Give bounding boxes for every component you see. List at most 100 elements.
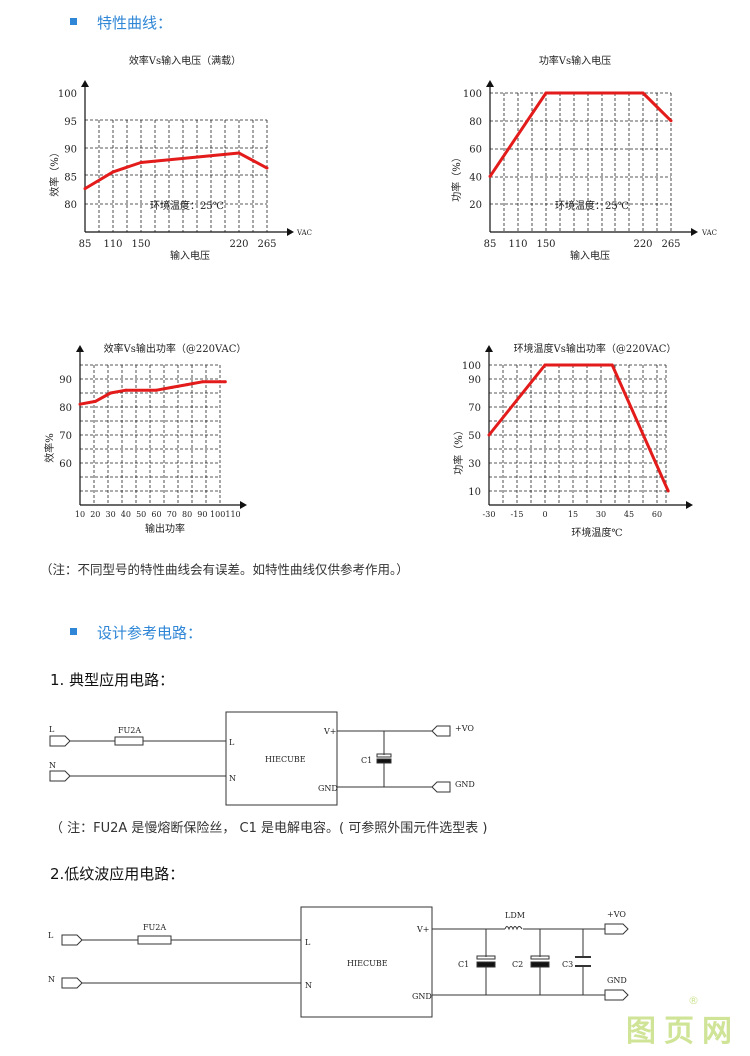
label-in-l: L — [49, 725, 55, 734]
curves-note: （注：不同型号的特性曲线会有误差。如特性曲线仅供参考作用。） — [40, 562, 409, 577]
label-pin-gnd: GND — [412, 992, 432, 1001]
label-c1: C1 — [361, 756, 372, 765]
x-tick-label: 80 — [182, 510, 192, 519]
series-line — [487, 363, 670, 492]
data-point — [543, 363, 547, 367]
y-tick-label: 40 — [469, 172, 482, 183]
data-point — [93, 399, 97, 403]
x-unit-label: VAC — [296, 229, 312, 237]
label-c1: C1 — [458, 960, 469, 969]
x-tick-label: 265 — [257, 239, 276, 250]
module-box — [300, 906, 433, 1018]
connector-n — [49, 770, 71, 782]
data-point — [185, 383, 189, 387]
label-fuse: FU2A — [143, 923, 166, 932]
capacitor-icon — [476, 955, 496, 960]
capacitor-icon — [376, 753, 392, 758]
capacitor-icon — [530, 955, 550, 960]
x-tick-label: 60 — [151, 510, 161, 519]
data-point — [109, 391, 113, 395]
x-tick-label: 15 — [568, 510, 578, 519]
label-c3: C3 — [562, 960, 573, 969]
label-in-n: N — [48, 975, 55, 984]
series-line — [488, 91, 673, 178]
y-tick-label: 85 — [64, 172, 77, 183]
section-title-curves: 特性曲线： — [97, 14, 173, 32]
bullet-square-icon — [70, 18, 77, 25]
y-tick-label: 20 — [469, 200, 482, 211]
x-axis-label: 输入电压 — [570, 249, 610, 262]
data-point — [237, 151, 241, 155]
y-tick-label: 30 — [468, 459, 481, 470]
x-axis-arrow-icon — [686, 501, 693, 509]
x-tick-label: 100 — [210, 510, 225, 519]
x-tick-label: 265 — [661, 239, 680, 250]
y-tick-label: 100 — [462, 361, 481, 372]
y-tick-label: 95 — [64, 117, 77, 128]
data-point — [170, 385, 174, 389]
y-axis-label: 功率（%） — [450, 152, 463, 202]
x-tick-label: 220 — [229, 239, 248, 250]
chart-3: 10 30 50 70 90 100 -30 -15 0 15 30 45 60 环境温度Vs输出功率（@… — [452, 342, 693, 539]
x-tick-label: 150 — [536, 239, 555, 250]
label-module: HIECUBE — [265, 755, 306, 764]
fuse-icon — [114, 736, 144, 746]
label-in-l: L — [48, 931, 54, 940]
label-pin-l: L — [305, 938, 311, 947]
x-tick-label: 45 — [624, 510, 634, 519]
x-tick-label: 0 — [542, 510, 547, 519]
label-out-gnd: GND — [607, 976, 627, 985]
y-tick-label: 100 — [58, 89, 77, 100]
connector-gnd — [604, 989, 629, 1001]
data-point — [666, 489, 670, 493]
y-tick-label: 80 — [64, 200, 77, 211]
y-tick-label: 80 — [469, 117, 482, 128]
connector-vo — [431, 725, 451, 737]
data-point — [669, 119, 673, 123]
inductor-icon — [504, 926, 523, 931]
label-pin-gnd: GND — [318, 784, 338, 793]
x-tick-label: 50 — [136, 510, 146, 519]
data-point — [78, 402, 82, 406]
connector-l — [49, 735, 71, 747]
x-tick-label: 20 — [90, 510, 100, 519]
y-tick-label: 100 — [463, 89, 482, 100]
y-axis-label: 功率（%） — [452, 425, 465, 475]
y-axis-arrow-icon — [81, 80, 89, 87]
connector-gnd — [431, 781, 451, 793]
x-axis-arrow-icon — [240, 501, 247, 509]
chart-title: 功率Vs输入电压 — [539, 54, 611, 67]
y-axis-arrow-icon — [76, 345, 84, 352]
chart-annotation: 环境温度：25℃ — [150, 199, 224, 212]
label-in-n: N — [49, 761, 56, 770]
x-tick-label: 150 — [131, 239, 150, 250]
y-axis-arrow-icon — [485, 345, 493, 352]
label-fuse: FU2A — [118, 726, 141, 735]
x-tick-label: 30 — [596, 510, 606, 519]
watermark-logo: 图页网 — [626, 1006, 740, 1050]
y-tick-label: 80 — [59, 403, 72, 414]
x-tick-label: 60 — [652, 510, 662, 519]
label-out-vo: +VO — [455, 724, 474, 733]
data-point — [641, 91, 645, 95]
data-point — [124, 388, 128, 392]
y-tick-label: 50 — [468, 431, 481, 442]
label-out-gnd: GND — [455, 780, 475, 789]
x-tick-label: -30 — [483, 510, 496, 519]
y-tick-label: 10 — [468, 487, 481, 498]
x-tick-label: -15 — [511, 510, 524, 519]
x-tick-label: 85 — [79, 239, 92, 250]
low-ripple-circuit-title: 2.低纹波应用电路： — [50, 865, 185, 883]
x-tick-label: 40 — [121, 510, 131, 519]
label-ldm: LDM — [505, 911, 525, 920]
chart-title: 环境温度Vs输出功率（@220VAC） — [514, 342, 677, 355]
connector-vo — [604, 923, 629, 935]
connector-n — [61, 977, 83, 989]
x-tick-label: 110 — [508, 239, 527, 250]
x-axis-arrow-icon — [287, 228, 294, 236]
label-pin-l: L — [229, 738, 235, 747]
